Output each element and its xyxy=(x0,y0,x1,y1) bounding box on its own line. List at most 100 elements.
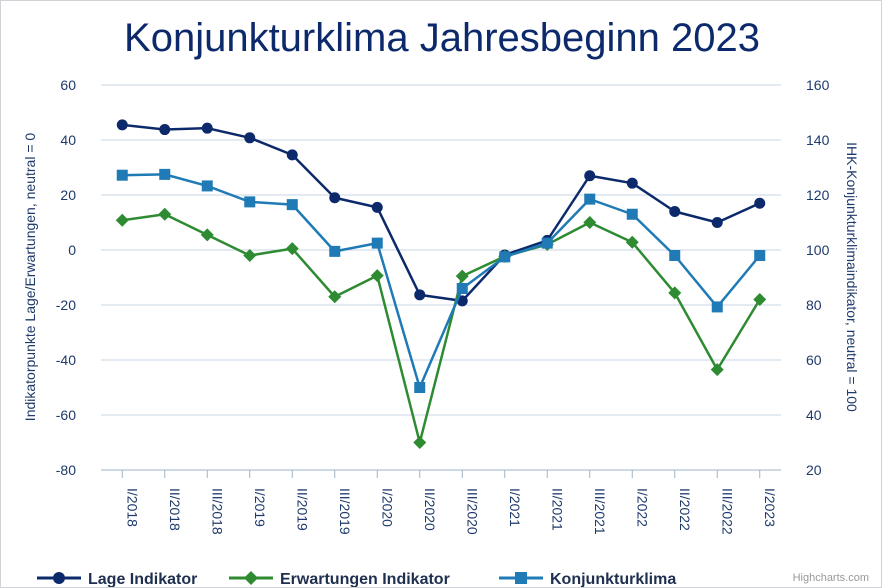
data-point xyxy=(754,197,766,209)
y-axis-left-ticks: 60 40 20 0 -20 -40 -60 -80 xyxy=(56,77,76,478)
y-left-tick-label: -40 xyxy=(56,352,76,368)
data-point xyxy=(200,228,214,242)
x-tick-label: II/2019 xyxy=(294,488,310,531)
y-left-tick-label: -80 xyxy=(56,462,76,478)
y-left-tick-label: -60 xyxy=(56,407,76,423)
data-point xyxy=(371,201,383,213)
data-point xyxy=(668,286,682,300)
data-point xyxy=(414,382,426,393)
series-line xyxy=(122,173,761,389)
series-layer xyxy=(115,119,767,449)
x-tick-label: I/2019 xyxy=(252,488,268,527)
y-left-tick-label: -20 xyxy=(56,297,76,313)
legend-item-konjunkturklima[interactable]: Konjunkturklima xyxy=(499,571,676,587)
y-right-tick-label: 160 xyxy=(806,77,830,93)
data-point xyxy=(413,436,427,449)
data-point xyxy=(115,213,129,227)
legend-label: Erwartungen Indikator xyxy=(280,571,450,587)
x-axis-ticks: I/2018 II/2018 III/2018 I/2019 II/2019 III/20… xyxy=(121,470,778,535)
x-tick-label: II/2018 xyxy=(167,488,183,531)
legend-marker xyxy=(515,572,527,584)
data-point xyxy=(754,250,766,261)
data-point xyxy=(669,206,681,217)
data-point xyxy=(286,149,298,161)
y-left-tick-label: 60 xyxy=(60,77,76,93)
x-tick-label: III/2022 xyxy=(719,488,735,535)
data-point xyxy=(710,363,724,377)
data-point xyxy=(286,199,298,211)
credits-link[interactable]: Highcharts.com xyxy=(793,572,869,584)
y-right-tick-label: 20 xyxy=(806,462,822,478)
y-right-tick-label: 140 xyxy=(806,132,830,148)
x-tick-label: I/2018 xyxy=(124,488,140,527)
data-point xyxy=(584,193,596,205)
data-point xyxy=(244,196,256,208)
data-point xyxy=(669,250,681,261)
data-point xyxy=(626,177,638,189)
y-left-tick-label: 20 xyxy=(60,187,76,203)
data-point xyxy=(753,293,767,306)
x-tick-label: I/2021 xyxy=(507,488,523,527)
data-point xyxy=(625,235,639,249)
data-point xyxy=(244,132,256,144)
data-point xyxy=(711,217,723,228)
legend-marker xyxy=(244,571,258,585)
data-point xyxy=(499,251,511,263)
x-tick-label: II/2021 xyxy=(549,488,565,531)
x-tick-label: III/2020 xyxy=(464,488,480,535)
data-point xyxy=(116,169,128,181)
series-lage-indikator xyxy=(116,119,766,307)
data-point xyxy=(285,242,299,256)
legend-marker xyxy=(53,572,65,584)
data-point xyxy=(328,290,342,304)
data-point xyxy=(414,289,426,301)
series-line xyxy=(122,213,761,444)
data-point xyxy=(541,237,553,249)
x-tick-label: II/2022 xyxy=(677,488,693,531)
y-axis-left-label: Indikatorpunkte Lage/Erwartungen, neutra… xyxy=(22,133,38,422)
y-left-tick-label: 0 xyxy=(68,242,76,258)
y-axis-right-label: IHK-Konjunkturklimaindikator, neutral = … xyxy=(844,142,860,412)
legend-label: Konjunkturklima xyxy=(550,571,676,587)
data-point xyxy=(329,245,341,257)
x-tick-label: III/2019 xyxy=(337,488,353,535)
y-left-tick-label: 40 xyxy=(60,132,76,148)
legend: Lage Indikator Erwartungen Indikator Konju… xyxy=(37,571,676,587)
data-point xyxy=(243,249,257,262)
y-axis-right-ticks: 160 140 120 100 80 60 40 20 xyxy=(806,77,830,478)
data-point xyxy=(456,283,468,294)
data-point xyxy=(583,216,597,229)
grid-layer xyxy=(101,84,781,471)
chart-title: Konjunkturklima Jahresbeginn 2023 xyxy=(124,16,760,60)
series-erwartungen-indikator xyxy=(115,207,767,449)
data-point xyxy=(201,122,213,134)
series-konjunkturklima xyxy=(116,168,766,393)
y-right-tick-label: 60 xyxy=(806,352,822,368)
data-point xyxy=(116,119,128,131)
data-point xyxy=(626,208,638,220)
y-right-tick-label: 100 xyxy=(806,242,830,258)
x-tick-label: II/2020 xyxy=(422,488,438,531)
legend-label: Lage Indikator xyxy=(88,571,197,587)
y-right-tick-label: 40 xyxy=(806,407,822,423)
data-point xyxy=(455,269,469,283)
data-point xyxy=(370,269,384,283)
data-point xyxy=(711,301,723,313)
data-point xyxy=(158,207,172,221)
legend-item-lage-indikator[interactable]: Lage Indikator xyxy=(37,571,197,587)
y-right-tick-label: 120 xyxy=(806,187,830,203)
y-right-tick-label: 80 xyxy=(806,297,822,313)
x-tick-label: I/2022 xyxy=(634,488,650,527)
data-point xyxy=(329,192,341,204)
data-point xyxy=(371,237,383,249)
legend-item-erwartungen-indikator[interactable]: Erwartungen Indikator xyxy=(229,571,450,587)
data-point xyxy=(201,180,213,192)
series-line xyxy=(122,123,761,303)
x-tick-label: I/2020 xyxy=(379,488,395,527)
data-point xyxy=(456,295,468,307)
x-tick-label: I/2023 xyxy=(762,488,778,527)
x-tick-label: III/2021 xyxy=(592,488,608,535)
data-point xyxy=(159,124,171,136)
